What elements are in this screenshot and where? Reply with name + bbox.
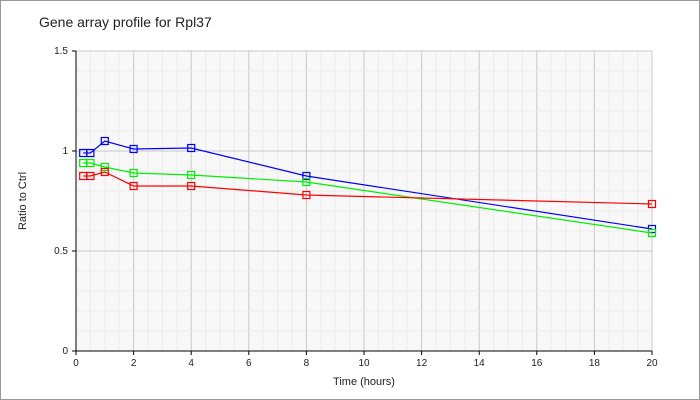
- series-line-green: [83, 162, 653, 234]
- data-point-red: [129, 181, 138, 191]
- data-point-red: [86, 171, 95, 181]
- y-tick-label: 1.5: [54, 46, 68, 57]
- x-tick-label: 8: [304, 358, 310, 369]
- data-point-green: [302, 177, 311, 187]
- data-point-green: [647, 228, 657, 238]
- x-tick-label: 18: [589, 358, 601, 369]
- data-point-red: [647, 199, 657, 209]
- series-line-blue: [83, 140, 653, 230]
- y-tick-label: 1: [62, 146, 68, 157]
- x-tick-label: 6: [246, 358, 252, 369]
- x-tick-label: 2: [131, 358, 137, 369]
- x-tick-label: 0: [73, 358, 79, 369]
- chart-title: Gene array profile for Rpl37: [39, 14, 212, 30]
- x-tick-label: 4: [188, 358, 194, 369]
- x-tick-label: 20: [646, 358, 658, 369]
- data-point-red: [100, 167, 109, 177]
- y-axis-label: Ratio to Ctrl: [17, 172, 29, 230]
- x-tick-label: 10: [358, 358, 370, 369]
- x-tick-label: 14: [474, 358, 486, 369]
- data-point-red: [187, 181, 196, 191]
- y-tick-label: 0: [62, 346, 68, 357]
- data-point-red: [302, 190, 311, 200]
- data-point-green: [86, 158, 95, 168]
- x-axis-label: Time (hours): [333, 376, 395, 388]
- x-tick-label: 16: [531, 358, 543, 369]
- data-point-green: [129, 168, 138, 178]
- data-point-blue: [302, 171, 311, 181]
- data-point-blue: [129, 144, 138, 154]
- y-tick-label: 0.5: [54, 246, 68, 257]
- data-point-green: [187, 170, 196, 180]
- x-tick-label: 12: [416, 358, 428, 369]
- data-point-blue: [187, 143, 196, 153]
- series-line-red: [83, 171, 653, 205]
- data-point-blue: [86, 148, 95, 158]
- data-point-blue: [100, 136, 109, 146]
- data-point-green: [100, 162, 109, 172]
